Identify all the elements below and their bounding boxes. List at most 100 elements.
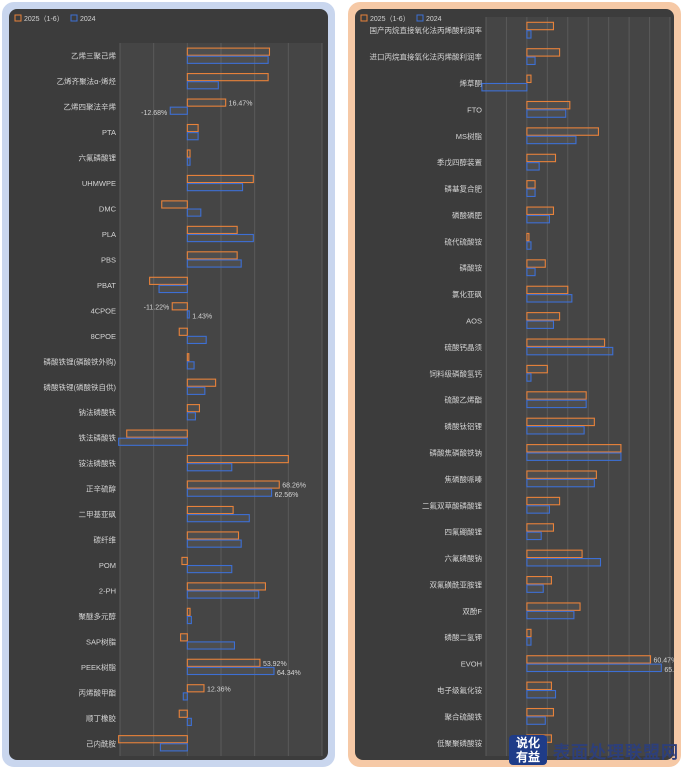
right-bar-2025: [526, 21, 555, 31]
right-bar-2025: [526, 523, 555, 532]
left-legend-label-2024: 2024: [80, 16, 96, 23]
left-bar-2024: [186, 233, 254, 243]
left-bar-2025: [118, 735, 188, 744]
right-bar-2025: [526, 259, 546, 268]
watermark-logo-line2: 有益: [515, 750, 540, 764]
left-bar-2024: [186, 564, 233, 574]
left-bar-2025: [186, 174, 254, 184]
left-bar-2024: [186, 488, 273, 497]
left-bar-2025: [171, 302, 188, 311]
left-bar-2025: [181, 556, 188, 566]
right-bar-2025: [526, 206, 555, 215]
right-bar-2025: [526, 364, 548, 374]
left-legend-swatch-2025: [14, 14, 22, 22]
right-category-label: 国产丙烷直接氧化法丙烯酸利润率: [370, 25, 483, 35]
right-bar-2025: [526, 444, 622, 453]
right-bar-2025: [526, 496, 561, 506]
left-category-label: PBAT: [97, 281, 116, 290]
left-data-label: 1.43%: [192, 314, 212, 321]
left-bar-2024: [186, 717, 192, 726]
left-bar-2024: [186, 183, 244, 192]
right-bar-2025: [526, 391, 587, 400]
left-bar-2024: [186, 335, 207, 345]
left-bar-2025: [178, 327, 188, 336]
left-bar-2024: [186, 310, 190, 319]
right-bar-2025: [526, 285, 569, 295]
right-bar-2024: [526, 188, 536, 197]
left-bar-2024: [186, 157, 191, 166]
right-category-label: 烯草酮: [460, 78, 483, 88]
left-bar-2025: [186, 353, 190, 362]
watermark: 说化 有益 表面处理联盟网: [509, 735, 679, 765]
right-bar-chart: 2025（1-6） 2024 国产丙烷直接氧化法丙烯酸利润率进口丙烷直接氧化法丙烯酸…: [360, 14, 674, 756]
right-category-label: 聚合硫酸铁: [445, 711, 483, 721]
right-category-label: 磷酸铵: [460, 263, 483, 273]
right-bar-2025: [526, 338, 606, 347]
left-bar-2025: [149, 276, 188, 285]
left-category-label: 磷酸铁锂(磷酸铁外购): [44, 356, 117, 366]
right-category-label: FTO: [467, 105, 482, 114]
right-bar-2025: [526, 655, 652, 664]
left-bar-2024: [159, 743, 188, 752]
right-bar-2025: [526, 180, 536, 189]
right-category-label: 双酚F: [462, 607, 482, 616]
left-category-label: 聚醚多元醇: [79, 611, 117, 621]
right-category-label: EVOH: [461, 660, 482, 669]
right-category-label: 磷基复合肥: [445, 184, 483, 194]
right-bar-2024: [526, 30, 532, 39]
left-category-label: UHMWPE: [82, 179, 116, 188]
right-category-label: 氯化亚砜: [452, 289, 482, 299]
right-bar-2025: [526, 576, 552, 585]
left-bar-2024: [186, 514, 250, 523]
right-bar-2024: [526, 162, 540, 171]
right-category-label: 低聚聚磷酸铵: [437, 738, 482, 748]
left-data-label: 64.34%: [277, 670, 301, 677]
left-bar-2025: [178, 709, 188, 718]
right-bar-2024: [526, 663, 662, 673]
left-bar-2025: [186, 123, 199, 133]
left-bar-2024: [158, 284, 188, 294]
right-bar-2024: [526, 241, 532, 250]
left-bar-2025: [186, 47, 271, 56]
right-category-label: 硫酸乙烯酯: [445, 395, 483, 405]
right-legend-label-2024: 2024: [426, 16, 442, 23]
right-bar-2025: [526, 628, 532, 638]
right-legend: 2025（1-6） 2024: [360, 14, 442, 23]
left-category-label: 乙烯齐聚法α-烯烃: [57, 76, 117, 86]
right-category-label: 饲料级磷酸氢钙: [430, 368, 483, 378]
left-data-label: 12.36%: [207, 686, 231, 693]
right-bar-2025: [526, 470, 597, 479]
left-category-label: 4CPOE: [91, 306, 116, 315]
right-bar-2024: [526, 109, 567, 118]
left-category-label: 铁法磷酸铁: [79, 433, 117, 443]
left-category-label: 正辛硫醇: [86, 484, 116, 494]
right-bar-2024: [526, 452, 622, 461]
right-bar-2025: [526, 312, 561, 321]
right-category-label: 磷酸磷肥: [452, 210, 482, 220]
right-category-label: 季戊四醇装置: [437, 157, 482, 167]
right-category-label: 焦磷酸哌嗪: [445, 474, 483, 484]
left-category-label: 二甲基亚砜: [79, 509, 117, 519]
left-bar-2024: [186, 132, 199, 141]
left-data-label: 62.56%: [275, 492, 299, 499]
right-category-label: 磷酸钛铝锂: [445, 421, 483, 431]
right-data-label: 65.76%: [664, 667, 674, 674]
left-bar-2024: [186, 81, 219, 90]
left-category-label: 磷酸铁锂(磷酸铁自供): [44, 382, 117, 392]
left-bar-2024: [186, 641, 236, 650]
left-bar-2025: [186, 531, 240, 540]
right-bar-2025: [526, 707, 555, 717]
left-category-label: DMC: [99, 205, 117, 214]
left-chart-panel: 2025（1-6） 2024 乙烯三聚己烯 乙烯齐聚法α-烯烃 乙烯四聚法辛烯 PTA 六氟…: [2, 2, 335, 767]
left-bar-2024: [118, 437, 188, 446]
left-bar-2024: [186, 412, 196, 421]
left-category-label: PTA: [102, 128, 116, 137]
left-bar-2025: [186, 225, 238, 235]
left-category-label: 2-PH: [99, 586, 116, 595]
right-category-label: 磷酸焦磷酸铁钠: [430, 447, 483, 457]
right-bar-2024: [526, 716, 546, 725]
left-category-label: POM: [99, 561, 116, 570]
left-category-label: 丙烯酸甲酯: [79, 687, 117, 697]
right-bar-2025: [526, 681, 552, 691]
right-bar-2024: [526, 478, 595, 488]
